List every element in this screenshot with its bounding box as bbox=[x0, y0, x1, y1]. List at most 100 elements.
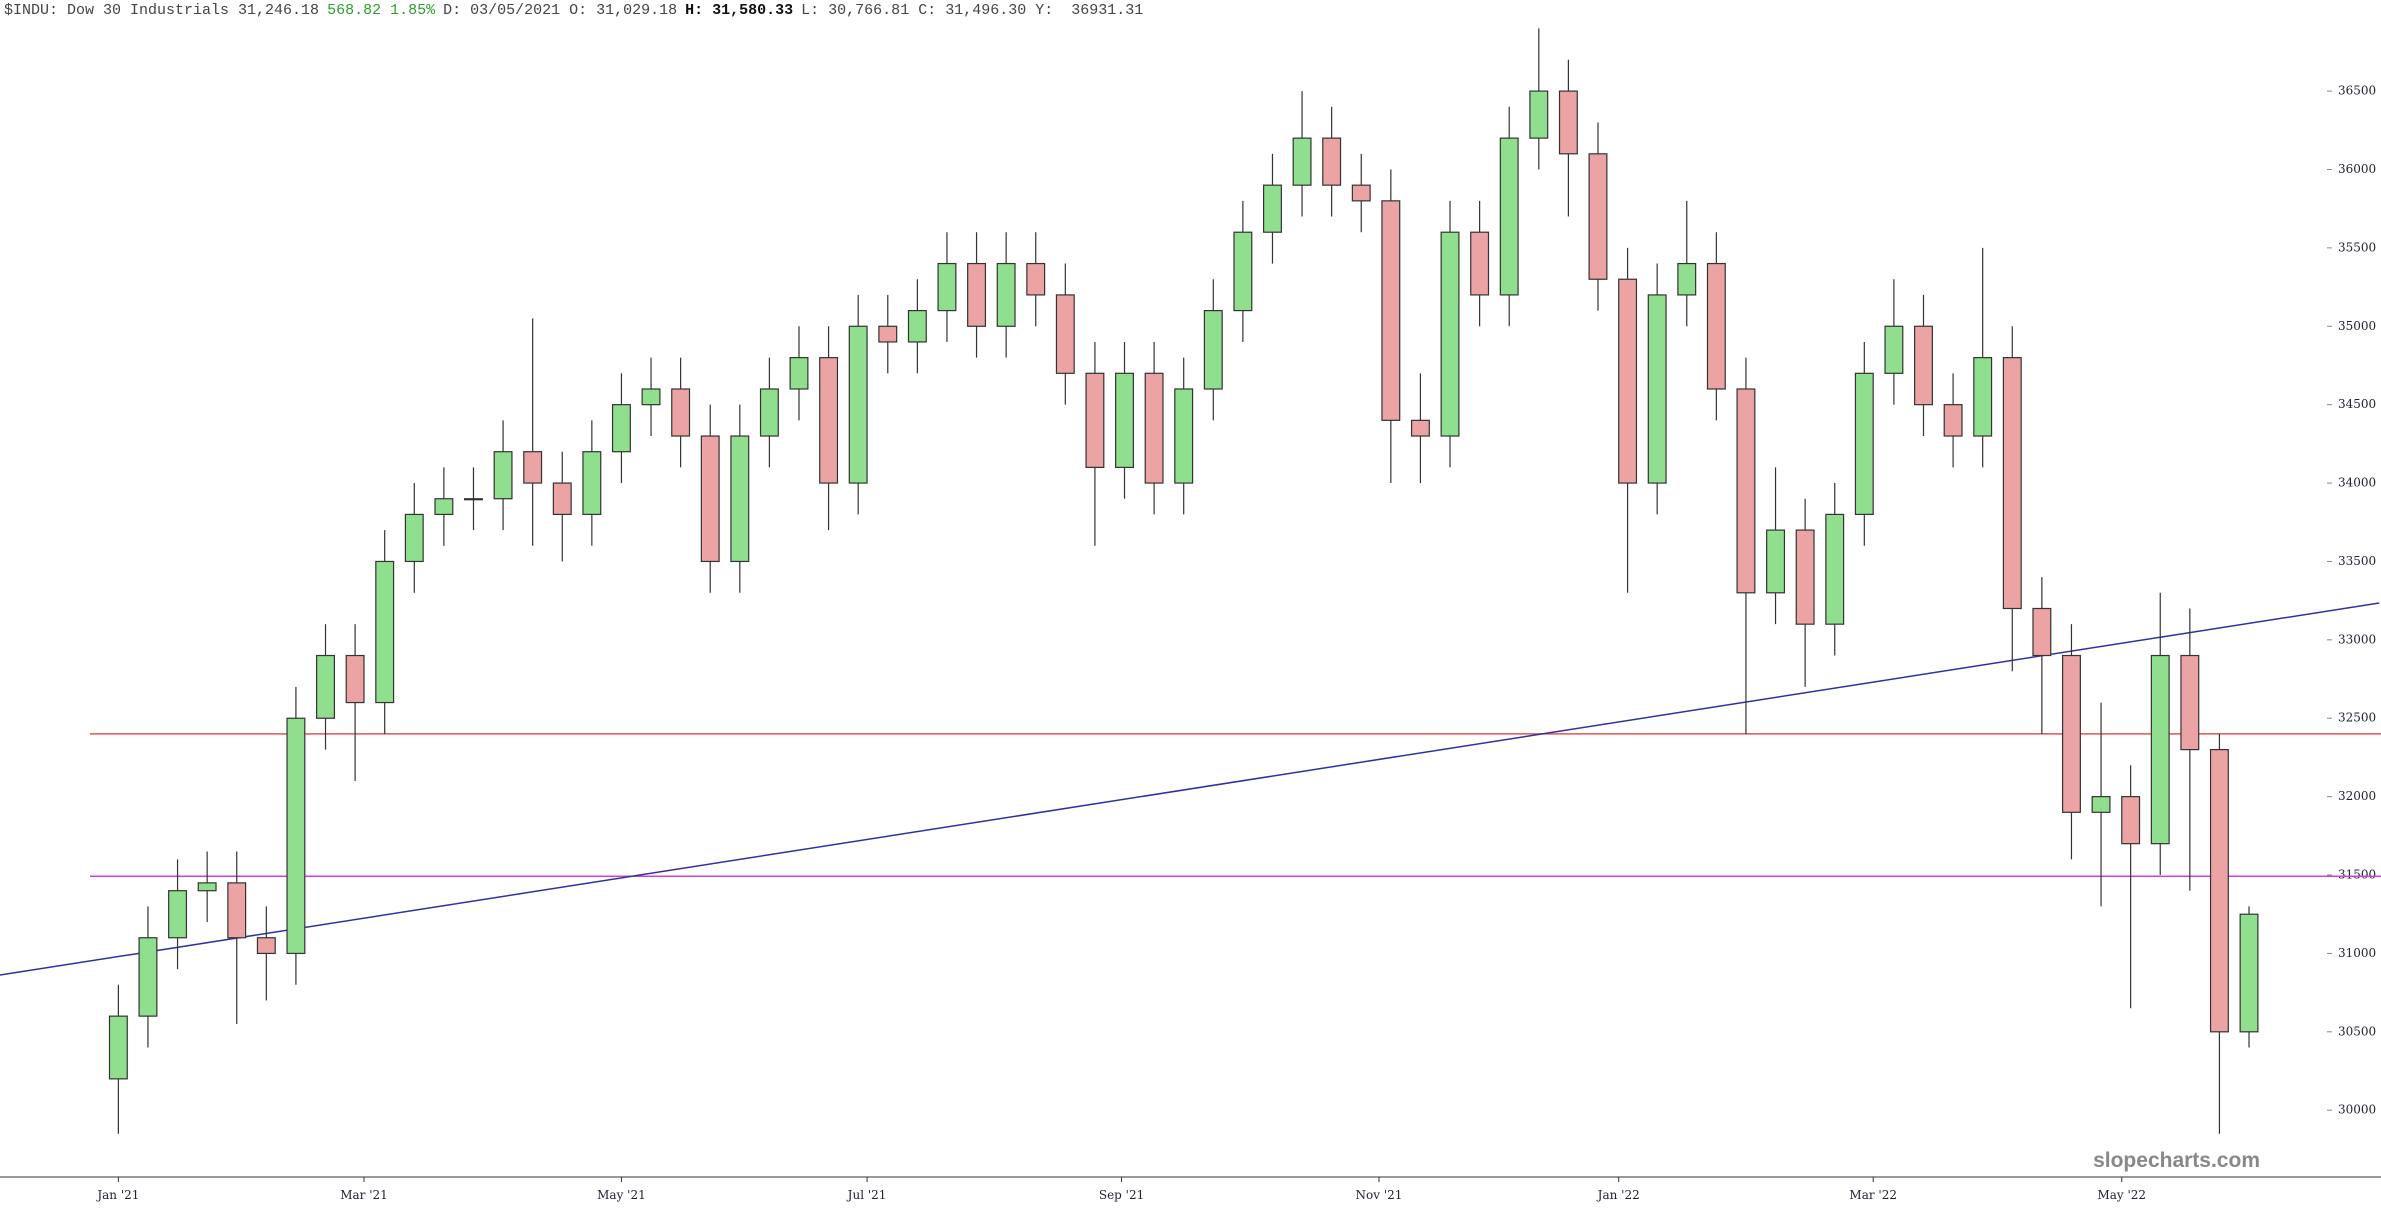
candle-body bbox=[1085, 372, 1105, 468]
candle-body bbox=[819, 357, 839, 484]
candle-body bbox=[2121, 796, 2141, 845]
candle-body bbox=[2061, 654, 2081, 813]
candle-body bbox=[1499, 137, 1519, 296]
candle-body bbox=[493, 451, 513, 500]
candle-body bbox=[1677, 262, 1697, 296]
candle-body bbox=[2032, 607, 2052, 657]
x-tick-label: Mar '21 bbox=[340, 1188, 388, 1202]
candle-body bbox=[1973, 357, 1993, 437]
candle-body bbox=[1766, 529, 1786, 594]
y-tick-label: 33500 bbox=[2338, 554, 2376, 568]
y-tick-label: 31000 bbox=[2338, 946, 2376, 960]
x-tick-label: Sep '21 bbox=[1099, 1188, 1144, 1202]
candle-body bbox=[730, 435, 750, 563]
candle-body bbox=[967, 262, 987, 327]
candle-body bbox=[1351, 184, 1371, 202]
candle-body bbox=[434, 498, 454, 516]
header-item: H: 31,580.33 bbox=[685, 2, 794, 19]
header-item: D: 03/05/2021 O: 31,029.18 bbox=[443, 2, 678, 19]
y-tick-label: 32000 bbox=[2338, 789, 2376, 803]
candle-body bbox=[108, 1015, 128, 1080]
x-tick-label: Jan '21 bbox=[95, 1188, 139, 1202]
y-tick-label: 34500 bbox=[2338, 397, 2376, 411]
header-item: 568.82 1.85% bbox=[327, 2, 436, 19]
candle-body bbox=[848, 325, 868, 484]
candle-body bbox=[1026, 262, 1046, 296]
candle-body bbox=[1381, 200, 1401, 421]
candle-body bbox=[641, 388, 661, 406]
candle-body bbox=[2209, 748, 2229, 1033]
candle-body bbox=[2002, 357, 2022, 610]
candle-body bbox=[1115, 372, 1134, 468]
candle-body bbox=[168, 890, 188, 939]
y-tick-label: 34000 bbox=[2338, 476, 2376, 490]
candle-body bbox=[878, 325, 898, 343]
trend-line bbox=[0, 602, 2380, 976]
candle-body bbox=[1322, 137, 1342, 186]
candle-body bbox=[1914, 325, 1933, 406]
header-item: L: 30,766.81 C: 31,496.30 Y: 36931.31 bbox=[801, 2, 1144, 19]
x-tick-label: Jan '22 bbox=[1596, 1188, 1640, 1202]
y-tick-label: 35500 bbox=[2338, 240, 2376, 254]
candle-body bbox=[2180, 654, 2200, 751]
candle-body bbox=[1943, 404, 1963, 437]
candle-body bbox=[1174, 388, 1194, 484]
candle-body bbox=[464, 498, 483, 501]
candle-body bbox=[1647, 294, 1667, 484]
y-tick-label: 30500 bbox=[2338, 1024, 2376, 1038]
candle-body bbox=[2091, 796, 2111, 813]
candle-body bbox=[138, 937, 158, 1017]
candle-body bbox=[1410, 419, 1430, 437]
candle-body bbox=[2150, 654, 2170, 845]
header: $INDU: Dow 30 Industrials 31,246.18 568.8… bbox=[4, 2, 1151, 19]
candle-body bbox=[345, 654, 365, 704]
candle-body bbox=[937, 262, 957, 312]
candle-body bbox=[1795, 529, 1815, 625]
x-tick-label: Jul '21 bbox=[846, 1188, 887, 1202]
x-tick-label: Mar '22 bbox=[1849, 1188, 1897, 1202]
candle-body bbox=[2239, 913, 2259, 1033]
candle-body bbox=[1233, 231, 1253, 312]
candle-body bbox=[1854, 372, 1874, 516]
candle-body bbox=[996, 262, 1016, 327]
x-tick-label: May '22 bbox=[2097, 1188, 2146, 1202]
candle-body bbox=[1706, 262, 1726, 390]
y-tick-label: 36000 bbox=[2338, 162, 2376, 176]
y-tick-label: 36500 bbox=[2338, 84, 2376, 98]
header-item: $INDU: Dow 30 Industrials 31,246.18 bbox=[4, 2, 320, 19]
candle-body bbox=[1736, 388, 1756, 594]
candle-body bbox=[1529, 90, 1549, 139]
x-tick-label: May '21 bbox=[597, 1188, 646, 1202]
y-tick-label: 32500 bbox=[2338, 711, 2376, 725]
candle-body bbox=[552, 482, 572, 516]
y-tick-label: 31500 bbox=[2338, 868, 2376, 882]
candle-body bbox=[1884, 325, 1904, 374]
x-tick-label: Nov '21 bbox=[1356, 1188, 1403, 1202]
candle-body bbox=[197, 882, 217, 892]
candle-body bbox=[227, 882, 247, 939]
candle-body bbox=[1440, 231, 1460, 437]
candle-body bbox=[1203, 309, 1223, 390]
candle-body bbox=[700, 435, 720, 563]
candle-body bbox=[523, 451, 543, 484]
candle-body bbox=[1055, 294, 1075, 374]
candle-body bbox=[375, 560, 395, 704]
candle-body bbox=[907, 309, 927, 343]
candle-body bbox=[1825, 513, 1845, 625]
candle-body bbox=[1144, 372, 1164, 484]
candle-body bbox=[759, 388, 779, 437]
candle-body bbox=[611, 404, 631, 453]
candle-body bbox=[671, 388, 691, 437]
candle-body bbox=[256, 937, 276, 955]
candle-body bbox=[316, 654, 335, 719]
y-tick-label: 33000 bbox=[2338, 632, 2376, 646]
watermark: slopecharts.com bbox=[2093, 1149, 2260, 1172]
candle-body bbox=[1292, 137, 1312, 186]
candle-body bbox=[1470, 231, 1490, 296]
y-tick-label: 35000 bbox=[2338, 319, 2376, 333]
candle-body bbox=[1588, 153, 1608, 280]
candle-body bbox=[286, 717, 306, 955]
y-tick-label: 30000 bbox=[2338, 1103, 2376, 1117]
